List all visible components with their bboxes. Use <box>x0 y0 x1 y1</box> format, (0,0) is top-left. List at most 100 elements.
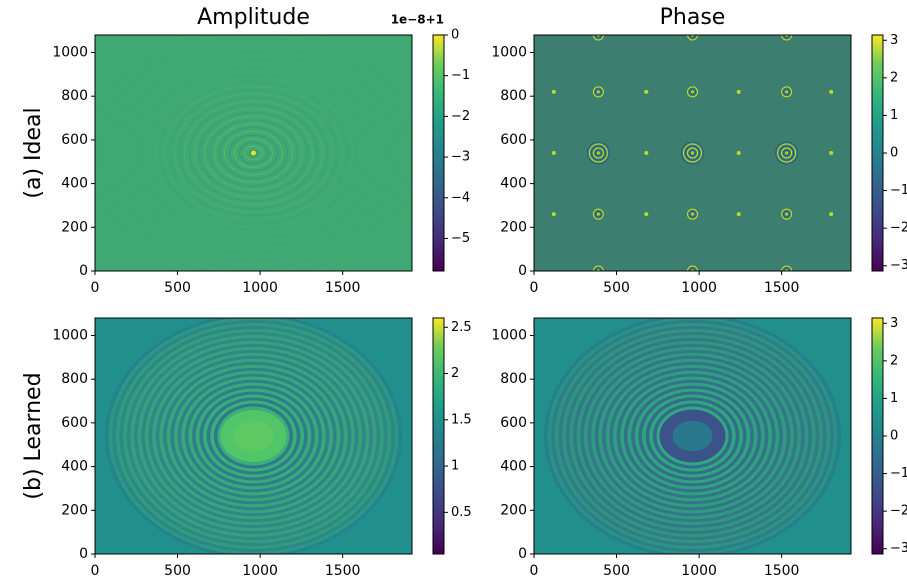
ring <box>691 212 694 216</box>
ring <box>691 269 694 271</box>
x-tick-label: 500 <box>603 563 630 579</box>
spot <box>829 212 834 217</box>
ring <box>594 149 602 157</box>
ring <box>592 265 604 271</box>
ring <box>194 108 313 198</box>
ring <box>596 212 600 216</box>
colorbar-tick-label: 1 <box>890 391 898 406</box>
x-tick-label: 0 <box>91 563 100 579</box>
panel-title: Phase <box>660 5 726 30</box>
x-tick-label: 1500 <box>764 563 800 579</box>
ring <box>596 90 600 94</box>
ring <box>594 210 602 218</box>
ring <box>687 265 698 271</box>
colorbar-tick-label: 0 <box>890 146 898 161</box>
ring <box>687 147 698 159</box>
x-tick-label: 500 <box>603 280 630 296</box>
spot <box>551 151 556 155</box>
center-in <box>672 420 713 452</box>
heatmap-image <box>95 318 412 554</box>
y-tick-label: 0 <box>518 263 527 279</box>
ring <box>184 100 323 206</box>
ring <box>785 212 789 216</box>
y-tick-label: 600 <box>61 132 88 148</box>
ring <box>691 35 694 37</box>
y-tick-label: 1000 <box>52 44 88 60</box>
ring <box>164 85 343 221</box>
ring <box>154 78 353 228</box>
ring <box>139 67 368 239</box>
spot <box>551 212 556 217</box>
ring <box>781 147 793 159</box>
ring <box>785 151 789 155</box>
y-tick-label: 0 <box>79 263 88 279</box>
colorbar-tick-label: −3 <box>890 541 907 556</box>
colorbar-tick-label: −2 <box>890 221 907 236</box>
ring <box>687 208 698 220</box>
center-in <box>233 420 274 452</box>
colorbar-tick-label: −1 <box>890 466 907 481</box>
ring <box>779 145 795 161</box>
plot-frame <box>94 317 413 555</box>
ring <box>594 88 602 96</box>
row-label: (b) Learned <box>21 372 46 499</box>
ring <box>783 35 791 39</box>
y-tick-label: 400 <box>61 459 88 475</box>
y-tick-label: 600 <box>61 415 88 431</box>
ring <box>199 112 308 194</box>
colorbar-tick-label: −3 <box>451 150 470 165</box>
ring <box>159 82 348 224</box>
ring <box>785 269 789 271</box>
ring <box>104 40 403 266</box>
ring <box>149 74 358 232</box>
x-tick-label: 0 <box>530 280 539 296</box>
y-tick-label: 800 <box>61 371 88 387</box>
ring <box>689 35 696 39</box>
ring <box>781 86 793 98</box>
x-tick-label: 1000 <box>681 563 717 579</box>
colorbar <box>871 34 884 272</box>
colorbar <box>432 317 445 555</box>
ring <box>189 104 318 202</box>
colorbar-tick-label: 2 <box>890 353 898 368</box>
colorbar-tick-label: −2 <box>451 109 470 124</box>
spot <box>736 89 741 94</box>
ring <box>588 143 608 163</box>
y-tick-label: 800 <box>500 88 527 104</box>
y-tick-label: 400 <box>61 176 88 192</box>
colorbar-tick-label: 2 <box>890 70 898 85</box>
ring <box>234 138 273 168</box>
row-label: (a) Ideal <box>21 107 46 198</box>
ring <box>586 141 610 165</box>
y-tick-label: 1000 <box>52 327 88 343</box>
plot-frame <box>533 317 852 555</box>
colorbar-tick-label: 2.5 <box>451 320 472 335</box>
colorbar-tick-label: 3 <box>890 33 898 48</box>
x-tick-label: 1500 <box>325 280 361 296</box>
ring <box>783 267 791 271</box>
ring <box>592 35 604 41</box>
ring <box>689 149 696 157</box>
ring <box>596 151 600 155</box>
spot <box>644 89 649 94</box>
ring <box>785 35 789 37</box>
ring <box>592 208 604 220</box>
colorbar-tick-label: 0 <box>451 28 459 43</box>
ring <box>783 88 791 96</box>
ring <box>144 70 363 236</box>
y-tick-label: 400 <box>500 459 527 475</box>
y-tick-label: 400 <box>500 176 527 192</box>
plot-frame <box>533 34 852 272</box>
ring <box>134 63 373 243</box>
ring <box>783 149 791 157</box>
ring <box>592 86 604 98</box>
y-tick-label: 1000 <box>491 44 527 60</box>
y-tick-label: 200 <box>61 219 88 235</box>
ring <box>99 37 408 269</box>
ring <box>685 145 700 161</box>
plot-frame <box>94 34 413 272</box>
colorbar <box>871 317 884 555</box>
ring <box>239 142 268 164</box>
colorbar-tick-label: 0.5 <box>451 505 472 520</box>
